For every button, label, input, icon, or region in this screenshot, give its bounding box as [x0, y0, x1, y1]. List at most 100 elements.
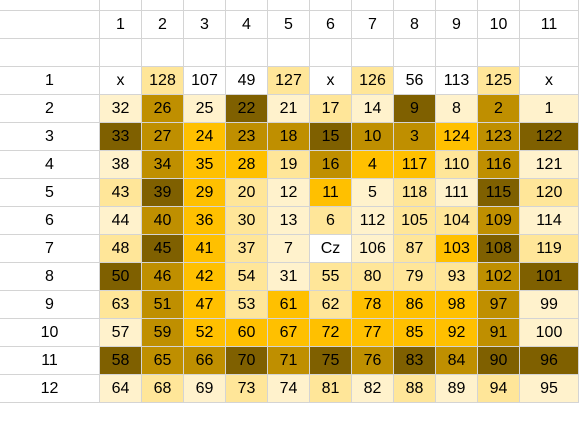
row-label-cell[interactable]: 6	[0, 207, 100, 235]
value-cell[interactable]: 15	[310, 123, 352, 151]
value-cell[interactable]: 67	[268, 319, 310, 347]
value-cell[interactable]: 108	[478, 235, 520, 263]
value-cell[interactable]: 48	[100, 235, 142, 263]
empty-cell[interactable]	[268, 39, 310, 67]
row-label-cell[interactable]: 4	[0, 151, 100, 179]
value-cell[interactable]: 54	[226, 263, 268, 291]
row-label-cell[interactable]: 1	[0, 67, 100, 95]
empty-cell[interactable]	[310, 0, 352, 11]
value-cell[interactable]: 71	[268, 347, 310, 375]
empty-cell[interactable]	[394, 39, 436, 67]
empty-cell[interactable]	[436, 0, 478, 11]
value-cell[interactable]: 60	[226, 319, 268, 347]
value-cell[interactable]: 65	[142, 347, 184, 375]
value-cell[interactable]: 107	[184, 67, 226, 95]
value-cell[interactable]: 14	[352, 95, 394, 123]
empty-cell[interactable]	[352, 0, 394, 11]
value-cell[interactable]: 84	[436, 347, 478, 375]
column-header-cell[interactable]: 2	[142, 11, 184, 39]
column-header-cell[interactable]: 8	[394, 11, 436, 39]
value-cell[interactable]: 29	[184, 179, 226, 207]
value-cell[interactable]: 83	[394, 347, 436, 375]
value-cell[interactable]: 77	[352, 319, 394, 347]
value-cell[interactable]: 68	[142, 375, 184, 403]
value-cell[interactable]: 81	[310, 375, 352, 403]
value-cell[interactable]: 98	[436, 291, 478, 319]
value-cell[interactable]: 19	[268, 151, 310, 179]
empty-cell[interactable]	[520, 39, 579, 67]
value-cell[interactable]: 74	[268, 375, 310, 403]
value-cell[interactable]: 11	[310, 179, 352, 207]
column-header-cell[interactable]: 5	[268, 11, 310, 39]
value-cell[interactable]: x	[520, 67, 579, 95]
value-cell[interactable]: x	[310, 67, 352, 95]
empty-cell[interactable]	[226, 39, 268, 67]
value-cell[interactable]: 5	[352, 179, 394, 207]
value-cell[interactable]: 52	[184, 319, 226, 347]
value-cell[interactable]: 56	[394, 67, 436, 95]
column-header-cell[interactable]: 9	[436, 11, 478, 39]
value-cell[interactable]: 121	[520, 151, 579, 179]
value-cell[interactable]: 125	[478, 67, 520, 95]
value-cell[interactable]: 46	[142, 263, 184, 291]
empty-cell[interactable]	[310, 39, 352, 67]
value-cell[interactable]: 23	[226, 123, 268, 151]
value-cell[interactable]: 37	[226, 235, 268, 263]
value-cell[interactable]: 3	[394, 123, 436, 151]
value-cell[interactable]: 1	[520, 95, 579, 123]
column-header-cell[interactable]: 3	[184, 11, 226, 39]
value-cell[interactable]: 22	[226, 95, 268, 123]
value-cell[interactable]: 42	[184, 263, 226, 291]
value-cell[interactable]: 72	[310, 319, 352, 347]
row-label-cell[interactable]: 5	[0, 179, 100, 207]
value-cell[interactable]: 50	[100, 263, 142, 291]
empty-cell[interactable]	[0, 39, 100, 67]
value-cell[interactable]: 44	[100, 207, 142, 235]
value-cell[interactable]: x	[100, 67, 142, 95]
value-cell[interactable]: 86	[394, 291, 436, 319]
value-cell[interactable]: 21	[268, 95, 310, 123]
value-cell[interactable]: 24	[184, 123, 226, 151]
row-label-cell[interactable]: 9	[0, 291, 100, 319]
value-cell[interactable]: 87	[394, 235, 436, 263]
value-cell[interactable]: 51	[142, 291, 184, 319]
value-cell[interactable]: 31	[268, 263, 310, 291]
value-cell[interactable]: 59	[142, 319, 184, 347]
value-cell[interactable]: 102	[478, 263, 520, 291]
value-cell[interactable]: 89	[436, 375, 478, 403]
value-cell[interactable]: 111	[436, 179, 478, 207]
value-cell[interactable]: 70	[226, 347, 268, 375]
empty-cell[interactable]	[478, 39, 520, 67]
row-label-cell[interactable]: 7	[0, 235, 100, 263]
value-cell[interactable]: 33	[100, 123, 142, 151]
value-cell[interactable]: 69	[184, 375, 226, 403]
value-cell[interactable]: 117	[394, 151, 436, 179]
value-cell[interactable]: 28	[226, 151, 268, 179]
value-cell[interactable]: 26	[142, 95, 184, 123]
value-cell[interactable]: Cz	[310, 235, 352, 263]
value-cell[interactable]: 79	[394, 263, 436, 291]
empty-cell[interactable]	[142, 39, 184, 67]
row-label-cell[interactable]: 8	[0, 263, 100, 291]
value-cell[interactable]: 62	[310, 291, 352, 319]
value-cell[interactable]: 88	[394, 375, 436, 403]
value-cell[interactable]: 82	[352, 375, 394, 403]
value-cell[interactable]: 101	[520, 263, 579, 291]
value-cell[interactable]: 47	[184, 291, 226, 319]
value-cell[interactable]: 118	[394, 179, 436, 207]
empty-cell[interactable]	[184, 39, 226, 67]
value-cell[interactable]: 36	[184, 207, 226, 235]
value-cell[interactable]: 6	[310, 207, 352, 235]
value-cell[interactable]: 40	[142, 207, 184, 235]
value-cell[interactable]: 17	[310, 95, 352, 123]
value-cell[interactable]: 115	[478, 179, 520, 207]
value-cell[interactable]: 7	[268, 235, 310, 263]
value-cell[interactable]: 16	[310, 151, 352, 179]
value-cell[interactable]: 64	[100, 375, 142, 403]
value-cell[interactable]: 119	[520, 235, 579, 263]
value-cell[interactable]: 128	[142, 67, 184, 95]
value-cell[interactable]: 38	[100, 151, 142, 179]
value-cell[interactable]: 58	[100, 347, 142, 375]
value-cell[interactable]: 18	[268, 123, 310, 151]
value-cell[interactable]: 100	[520, 319, 579, 347]
